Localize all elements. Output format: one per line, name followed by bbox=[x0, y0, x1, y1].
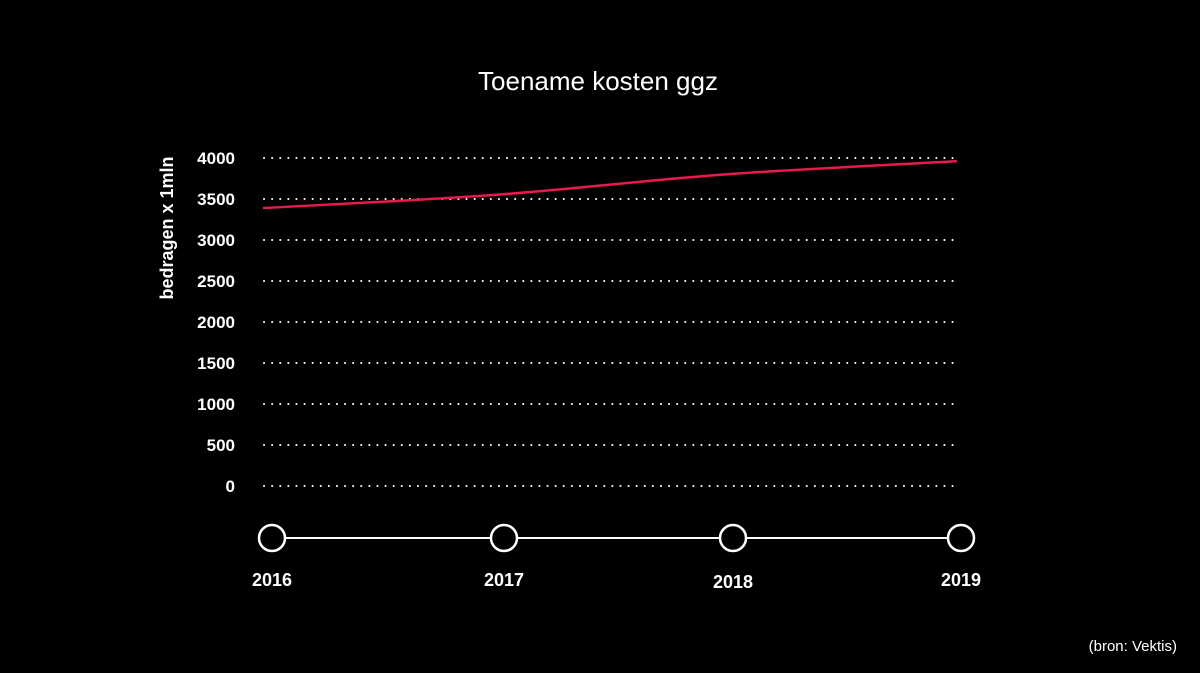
y-tick-label-2000: 2000 bbox=[197, 313, 235, 332]
x-tick-label-2018: 2018 bbox=[713, 572, 753, 592]
timeline-axis bbox=[257, 523, 976, 553]
timeline-marker-2019 bbox=[946, 523, 976, 553]
series-lines bbox=[262, 160, 958, 210]
timeline-marker-2018 bbox=[718, 523, 748, 553]
source-note: (bron: Vektis) bbox=[1089, 638, 1177, 655]
y-tick-labels: 0 500 1000 1500 2000 2500 3000 3500 4000 bbox=[197, 149, 235, 496]
y-tick-label-0: 0 bbox=[226, 477, 235, 496]
series-line-0 bbox=[262, 160, 958, 210]
y-tick-label-500: 500 bbox=[207, 436, 235, 455]
x-tick-labels: 2016 2017 2018 2019 bbox=[252, 570, 981, 592]
y-tick-label-1000: 1000 bbox=[197, 395, 235, 414]
x-tick-label-2017: 2017 bbox=[484, 570, 524, 590]
gridlines bbox=[263, 157, 957, 487]
timeline-marker-2016 bbox=[257, 523, 287, 553]
y-tick-label-1500: 1500 bbox=[197, 354, 235, 373]
x-tick-label-2016: 2016 bbox=[252, 570, 292, 590]
y-axis-label: bedragen x 1mln bbox=[157, 156, 177, 299]
x-tick-label-2019: 2019 bbox=[941, 570, 981, 590]
chart-title: Toename kosten ggz bbox=[478, 66, 718, 96]
timeline-marker-2017 bbox=[489, 523, 519, 553]
y-tick-label-2500: 2500 bbox=[197, 272, 235, 291]
y-tick-label-4000: 4000 bbox=[197, 149, 235, 168]
y-tick-label-3500: 3500 bbox=[197, 190, 235, 209]
y-tick-label-3000: 3000 bbox=[197, 231, 235, 250]
